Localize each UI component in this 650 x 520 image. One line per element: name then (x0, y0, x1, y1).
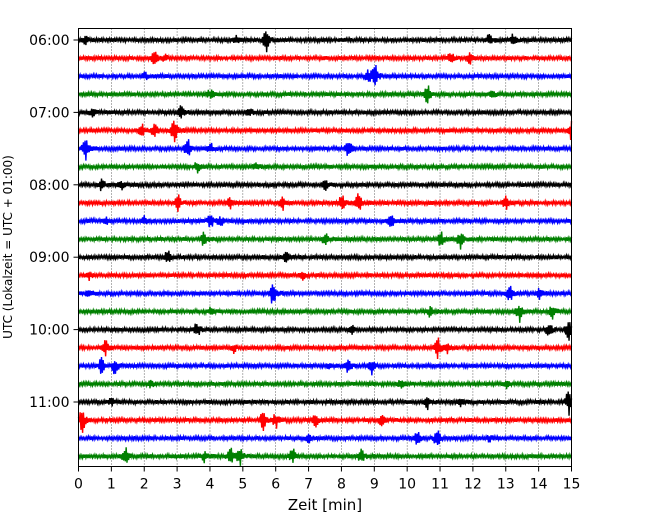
x-tick-label-0: 0 (74, 477, 83, 493)
trace-row-1 (77, 31, 573, 53)
trace-row-20 (77, 379, 573, 390)
trace-row-23 (77, 430, 573, 445)
x-tick-label-12: 12 (464, 477, 482, 493)
y-tick-label-4: 10:00 (29, 323, 69, 339)
x-tick-label-4: 4 (206, 477, 215, 493)
trace-row-11 (77, 215, 573, 228)
trace-row-10 (77, 193, 573, 212)
y-tick-label-1: 07:00 (29, 105, 69, 121)
trace-row-3 (77, 65, 573, 86)
x-axis-title: Zeit [min] (288, 496, 362, 514)
trace-row-14 (77, 270, 573, 282)
trace-row-6 (77, 120, 573, 143)
x-tick-label-13: 13 (497, 477, 515, 493)
trace-row-15 (77, 284, 573, 304)
y-tick-label-3: 09:00 (29, 250, 69, 266)
plot-area (78, 28, 572, 467)
x-tick-label-15: 15 (563, 477, 581, 493)
y-tick-label-2: 08:00 (29, 178, 69, 194)
plot-frame (78, 28, 572, 467)
trace-row-9 (77, 178, 573, 192)
x-tick-label-2: 2 (140, 477, 149, 493)
trace-row-12 (77, 231, 573, 250)
x-tick-label-11: 11 (431, 477, 449, 493)
x-tick-label-5: 5 (238, 477, 247, 493)
vertical-gridlines (111, 28, 539, 467)
y-axis-title: UTC (Lokalzeit = UTC + 01:00) (1, 155, 15, 339)
x-tick-label-1: 1 (107, 477, 116, 493)
x-axis-ticks: 0 1 2 3 4 5 6 7 8 9 10 11 12 13 14 15 (74, 466, 581, 493)
trace-row-19 (77, 357, 573, 376)
trace-row-13 (77, 250, 573, 263)
trace-row-18 (77, 337, 573, 359)
trace-row-5 (77, 105, 573, 119)
trace-row-8 (77, 161, 573, 174)
trace-row-16 (77, 305, 573, 323)
x-tick-label-7: 7 (304, 477, 313, 493)
trace-row-21 (77, 391, 573, 416)
trace-row-4 (77, 85, 573, 104)
y-tick-label-5: 11:00 (29, 395, 69, 411)
trace-row-7 (77, 139, 573, 161)
seismic-traces (77, 31, 573, 466)
x-tick-label-14: 14 (530, 477, 548, 493)
y-tick-label-0: 06:00 (29, 33, 69, 49)
trace-row-2 (77, 51, 573, 65)
y-axis-ticks: 06:00 07:00 08:00 09:00 10:00 11:00 (29, 33, 79, 411)
x-tick-label-6: 6 (271, 477, 280, 493)
trace-row-17 (77, 322, 573, 341)
x-tick-label-8: 8 (337, 477, 346, 493)
x-tick-label-3: 3 (173, 477, 182, 493)
trace-row-22 (77, 412, 573, 433)
trace-row-24 (77, 447, 573, 466)
x-tick-label-10: 10 (398, 477, 416, 493)
x-tick-label-9: 9 (370, 477, 379, 493)
